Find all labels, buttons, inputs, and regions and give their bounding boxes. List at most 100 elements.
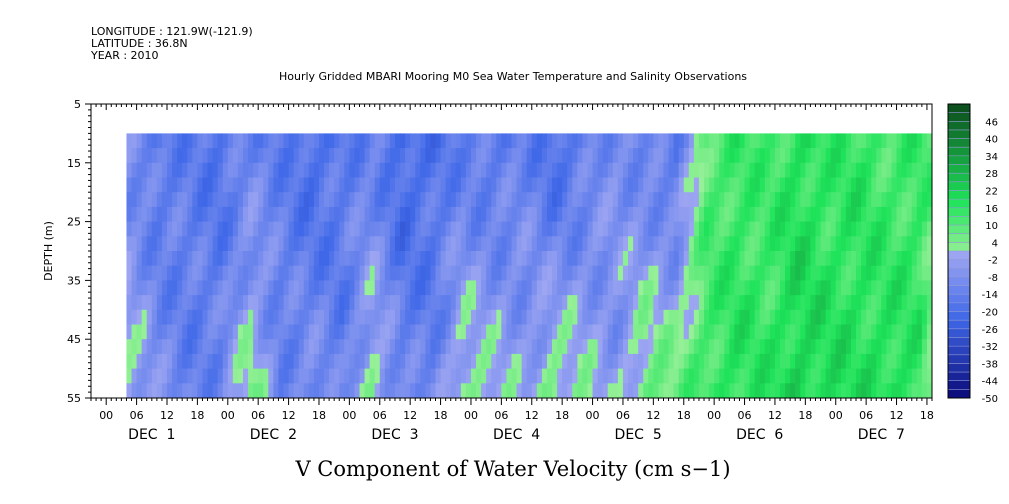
heatmap-cell: [303, 368, 310, 384]
heatmap-cell: [643, 265, 649, 281]
heatmap-cell: [486, 162, 492, 178]
heatmap-cell: [612, 383, 619, 399]
heatmap-cell: [926, 353, 933, 370]
heatmap-cell: [481, 383, 487, 399]
heatmap-cell: [374, 280, 381, 296]
heatmap-cell: [673, 251, 680, 267]
heatmap-cell: [866, 236, 872, 252]
heatmap-cell: [334, 251, 340, 267]
heatmap-cell: [430, 251, 437, 267]
heatmap-cell: [911, 383, 918, 399]
heatmap-cell: [926, 280, 933, 296]
heatmap-cell: [435, 236, 442, 252]
heatmap-cell: [704, 162, 710, 178]
heatmap-cell: [901, 236, 908, 252]
heatmap-cell: [298, 192, 305, 208]
heatmap-cell: [339, 383, 345, 399]
heatmap-cell: [683, 177, 690, 193]
heatmap-cell: [182, 177, 188, 193]
heatmap-cell: [866, 133, 872, 149]
heatmap-cell: [866, 221, 872, 237]
heatmap-cell: [303, 133, 310, 149]
heatmap-cell: [628, 265, 634, 281]
heatmap-cell: [546, 206, 553, 223]
heatmap-cell: [248, 177, 254, 193]
heatmap-cell: [308, 221, 315, 237]
heatmap-cell: [303, 177, 310, 193]
heatmap-cell: [734, 251, 740, 267]
colorbar-swatch: [948, 328, 970, 338]
heatmap-cell: [126, 251, 133, 267]
heatmap-cell: [673, 353, 680, 370]
heatmap-cell: [815, 192, 822, 208]
heatmap-cell: [217, 133, 224, 149]
heatmap-cell: [790, 192, 796, 208]
heatmap-cell: [415, 148, 421, 164]
heatmap-cell: [136, 236, 143, 252]
heatmap-cell: [881, 368, 887, 384]
heatmap-cell: [805, 251, 811, 267]
heatmap-cell: [460, 280, 467, 296]
heatmap-cell: [658, 265, 664, 281]
heatmap-cell: [648, 353, 654, 370]
heatmap-cell: [815, 162, 822, 178]
heatmap-cell: [688, 368, 695, 384]
heatmap-cell: [602, 236, 609, 252]
heatmap-cell: [805, 295, 811, 311]
heatmap-cell: [268, 221, 274, 237]
heatmap-cell: [166, 353, 173, 370]
x-day-label: DEC 6: [736, 427, 783, 443]
heatmap-cell: [486, 368, 492, 384]
heatmap-cell: [856, 368, 862, 384]
heatmap-cell: [764, 221, 771, 237]
x-axis: 00 06 12 18 00 06 12 18 00 06 12 18 00 06 12 18 00 06 12 18…: [90, 104, 934, 443]
heatmap-cell: [638, 177, 644, 193]
heatmap-cell: [445, 324, 452, 340]
heatmap-cell: [232, 368, 239, 384]
heatmap-cell: [217, 353, 224, 370]
heatmap-cell: [420, 265, 426, 281]
heatmap-cell: [425, 236, 431, 252]
heatmap-cell: [288, 206, 295, 223]
heatmap-cell: [405, 280, 411, 296]
heatmap-cell: [729, 148, 735, 164]
heatmap-cell: [237, 368, 244, 384]
heatmap-cell: [774, 236, 781, 252]
heatmap-cell: [511, 280, 518, 296]
heatmap-cell: [835, 309, 842, 325]
heatmap-cell: [501, 324, 507, 340]
heatmap-cell: [820, 206, 827, 223]
heatmap-cell: [683, 133, 690, 149]
heatmap-cell: [177, 251, 183, 267]
heatmap-cell: [552, 177, 558, 193]
heatmap-cell: [911, 192, 918, 208]
heatmap-cell: [663, 353, 670, 370]
heatmap-cell: [653, 383, 659, 399]
heatmap-cell: [146, 177, 153, 193]
heatmap-cell: [465, 206, 472, 223]
heatmap-cell: [668, 339, 675, 355]
heatmap-cell: [405, 148, 411, 164]
heatmap-cell: [926, 148, 933, 164]
heatmap-cell: [237, 177, 244, 193]
heatmap-cell: [582, 148, 588, 164]
heatmap-cell: [734, 133, 740, 149]
heatmap-cell: [263, 295, 269, 311]
heatmap-cell: [293, 162, 300, 178]
heatmap-cell: [597, 324, 604, 340]
heatmap-cell: [891, 162, 898, 178]
heatmap-cell: [648, 383, 654, 399]
heatmap-cell: [268, 368, 274, 384]
heatmap-cell: [329, 251, 335, 267]
heatmap-cell: [815, 309, 822, 325]
heatmap-cell: [394, 324, 401, 340]
heatmap-cell: [643, 251, 649, 267]
heatmap-cell: [460, 206, 467, 223]
heatmap-cell: [557, 368, 563, 384]
heatmap-cell: [293, 309, 300, 325]
heatmap-cell: [440, 339, 447, 355]
heatmap-cell: [430, 309, 437, 325]
heatmap-cell: [212, 236, 219, 252]
heatmap-cell: [840, 339, 847, 355]
heatmap-cell: [232, 177, 239, 193]
